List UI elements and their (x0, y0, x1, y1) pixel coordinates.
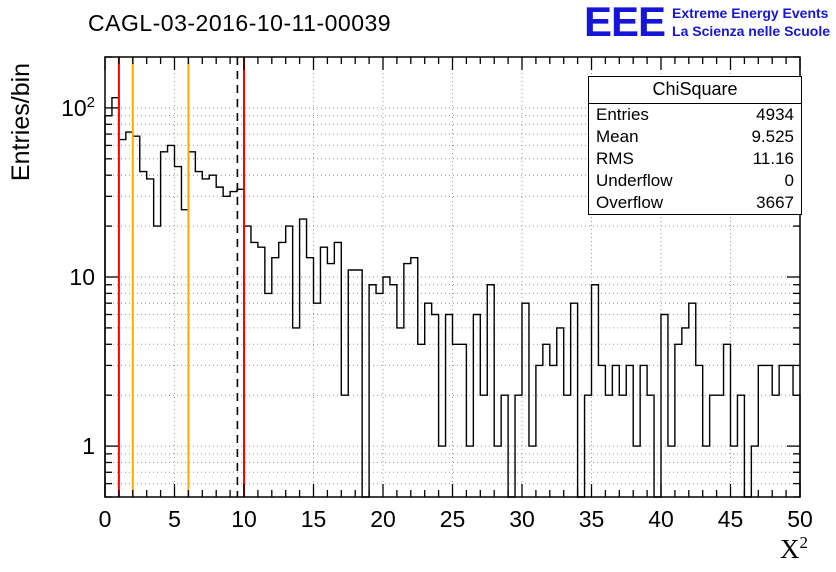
eee-logo-acronym: EEE (584, 0, 666, 45)
x-tick-label: 5 (168, 506, 181, 532)
stats-row-mean: Mean 9.525 (596, 127, 794, 146)
stats-box-title: ChiSquare (589, 77, 801, 104)
x-axis-title: X2 (780, 533, 808, 564)
x-tick-label: 15 (301, 506, 327, 532)
stats-row-rms: RMS 11.16 (596, 149, 794, 168)
x-tick-label: 45 (718, 506, 744, 532)
stats-row-entries: Entries 4934 (596, 105, 794, 124)
y-axis-title: Entries/bin (7, 62, 35, 182)
x-tick-label: 35 (579, 506, 605, 532)
eee-logo-line2: La Scienza nelle Scuole (672, 23, 830, 39)
y-tick-label: 102 (61, 94, 95, 121)
stats-box: ChiSquare Entries 4934 Mean 9.525 RMS 11… (588, 76, 802, 215)
x-tick-label: 25 (440, 506, 466, 532)
x-tick-label: 10 (231, 506, 257, 532)
y-tick-label: 10 (69, 264, 95, 290)
x-tick-label: 30 (509, 506, 535, 532)
x-tick-label: 20 (370, 506, 396, 532)
stats-row-overflow: Overflow 3667 (596, 193, 794, 212)
stats-row-underflow: Underflow 0 (596, 171, 794, 190)
x-tick-label: 0 (99, 506, 112, 532)
x-tick-label: 50 (787, 506, 813, 532)
histogram-outline (104, 96, 801, 498)
y-tick-label: 1 (82, 433, 95, 459)
x-tick-label: 40 (648, 506, 674, 532)
plot-title: CAGL-03-2016-10-11-00039 (88, 10, 392, 36)
eee-logo: EEE Extreme Energy Events La Scienza nel… (584, 0, 830, 45)
eee-logo-line1: Extreme Energy Events (672, 5, 829, 21)
eee-logo-text: Extreme Energy Events La Scienza nelle S… (672, 4, 830, 40)
